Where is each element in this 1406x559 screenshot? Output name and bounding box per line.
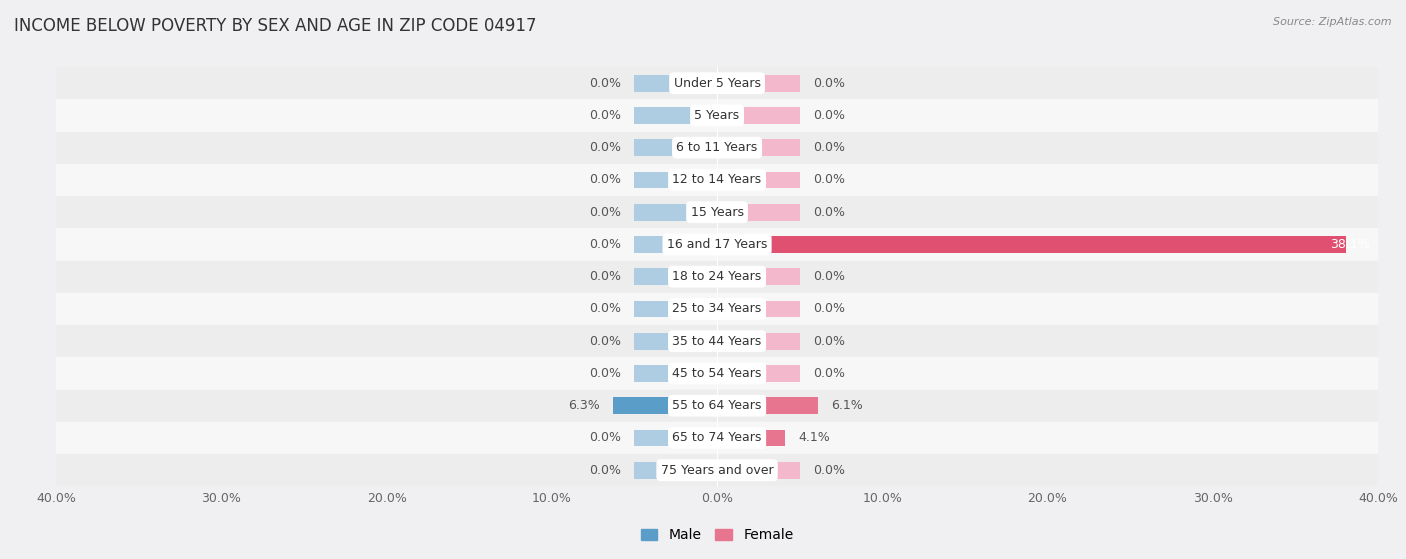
Bar xyxy=(717,301,800,318)
Text: 6.1%: 6.1% xyxy=(831,399,863,412)
Bar xyxy=(717,204,800,221)
Text: 75 Years and over: 75 Years and over xyxy=(661,464,773,477)
Text: 0.0%: 0.0% xyxy=(589,302,621,315)
Bar xyxy=(56,325,1378,357)
Bar xyxy=(634,333,717,349)
Text: 0.0%: 0.0% xyxy=(589,173,621,187)
Bar xyxy=(634,462,717,479)
Bar xyxy=(717,429,785,446)
Text: 0.0%: 0.0% xyxy=(589,141,621,154)
Text: 0.0%: 0.0% xyxy=(813,77,845,89)
Bar xyxy=(634,268,717,285)
Text: 55 to 64 Years: 55 to 64 Years xyxy=(672,399,762,412)
Bar xyxy=(613,397,717,414)
Legend: Male, Female: Male, Female xyxy=(641,528,793,542)
Bar xyxy=(56,260,1378,293)
Text: 45 to 54 Years: 45 to 54 Years xyxy=(672,367,762,380)
Text: 18 to 24 Years: 18 to 24 Years xyxy=(672,270,762,283)
Bar xyxy=(717,333,800,349)
Bar xyxy=(634,301,717,318)
Text: 0.0%: 0.0% xyxy=(589,367,621,380)
Bar xyxy=(717,172,800,188)
Bar xyxy=(717,397,818,414)
Bar xyxy=(717,75,800,92)
Text: 4.1%: 4.1% xyxy=(799,432,830,444)
Text: 6 to 11 Years: 6 to 11 Years xyxy=(676,141,758,154)
Bar xyxy=(717,236,1347,253)
Text: 0.0%: 0.0% xyxy=(813,335,845,348)
Bar xyxy=(56,390,1378,422)
Bar xyxy=(634,236,717,253)
Bar xyxy=(717,268,800,285)
Text: 12 to 14 Years: 12 to 14 Years xyxy=(672,173,762,187)
Text: 0.0%: 0.0% xyxy=(813,302,845,315)
Text: 25 to 34 Years: 25 to 34 Years xyxy=(672,302,762,315)
Bar xyxy=(634,204,717,221)
Text: 0.0%: 0.0% xyxy=(589,77,621,89)
Text: 0.0%: 0.0% xyxy=(813,367,845,380)
Bar xyxy=(56,422,1378,454)
Bar xyxy=(56,228,1378,260)
Bar xyxy=(717,462,800,479)
Bar xyxy=(634,365,717,382)
Text: 65 to 74 Years: 65 to 74 Years xyxy=(672,432,762,444)
Text: Source: ZipAtlas.com: Source: ZipAtlas.com xyxy=(1274,17,1392,27)
Text: 0.0%: 0.0% xyxy=(813,464,845,477)
Text: 0.0%: 0.0% xyxy=(813,206,845,219)
Bar xyxy=(634,172,717,188)
Text: 0.0%: 0.0% xyxy=(813,270,845,283)
Bar xyxy=(717,365,800,382)
Text: 0.0%: 0.0% xyxy=(589,238,621,251)
Bar xyxy=(717,139,800,156)
Text: Under 5 Years: Under 5 Years xyxy=(673,77,761,89)
Text: 0.0%: 0.0% xyxy=(589,335,621,348)
Bar xyxy=(56,67,1378,100)
Bar xyxy=(56,454,1378,486)
Bar xyxy=(634,75,717,92)
Text: 0.0%: 0.0% xyxy=(589,432,621,444)
Bar xyxy=(634,139,717,156)
Text: 0.0%: 0.0% xyxy=(589,464,621,477)
Text: 15 Years: 15 Years xyxy=(690,206,744,219)
Bar xyxy=(56,100,1378,131)
Text: 0.0%: 0.0% xyxy=(589,109,621,122)
Text: 38.1%: 38.1% xyxy=(1330,238,1369,251)
Text: 6.3%: 6.3% xyxy=(568,399,600,412)
Text: 35 to 44 Years: 35 to 44 Years xyxy=(672,335,762,348)
Bar xyxy=(634,107,717,124)
Bar xyxy=(56,357,1378,390)
Bar xyxy=(56,131,1378,164)
Text: INCOME BELOW POVERTY BY SEX AND AGE IN ZIP CODE 04917: INCOME BELOW POVERTY BY SEX AND AGE IN Z… xyxy=(14,17,537,35)
Text: 5 Years: 5 Years xyxy=(695,109,740,122)
Text: 16 and 17 Years: 16 and 17 Years xyxy=(666,238,768,251)
Text: 0.0%: 0.0% xyxy=(589,206,621,219)
Bar xyxy=(56,293,1378,325)
Text: 0.0%: 0.0% xyxy=(589,270,621,283)
Text: 0.0%: 0.0% xyxy=(813,109,845,122)
Bar xyxy=(56,164,1378,196)
Text: 0.0%: 0.0% xyxy=(813,173,845,187)
Bar xyxy=(634,429,717,446)
Bar xyxy=(717,107,800,124)
Text: 0.0%: 0.0% xyxy=(813,141,845,154)
Bar xyxy=(56,196,1378,228)
